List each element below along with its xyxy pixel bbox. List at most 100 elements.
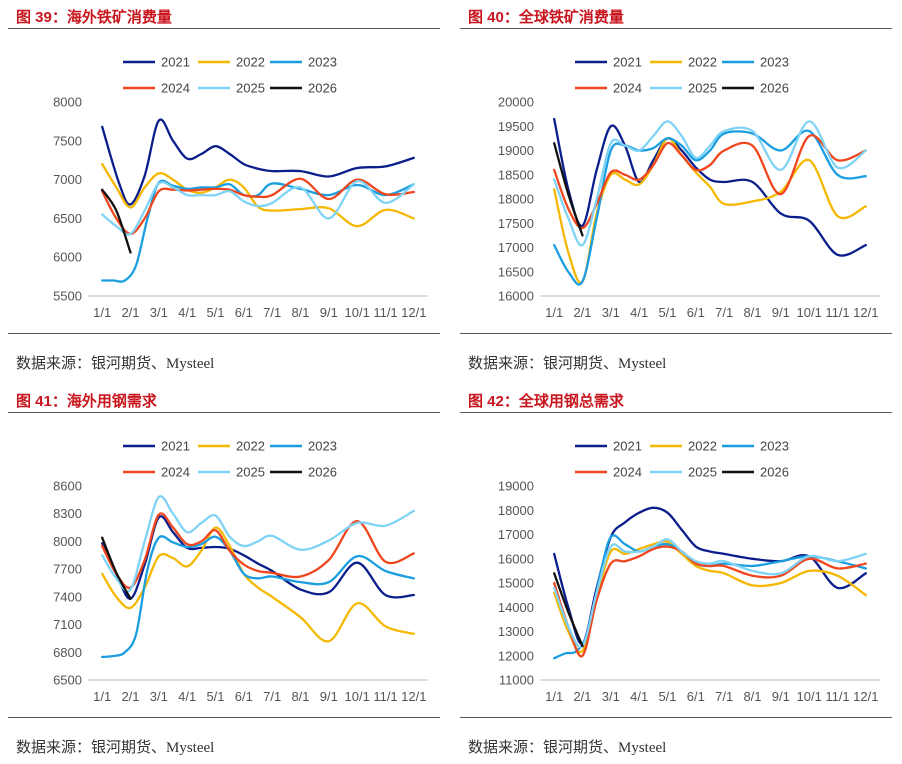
x-tick-label: 2/1 — [573, 689, 591, 704]
chart-svg: 2021 2022 2023 2024 2025 2026 16000 16500 17000 1… — [498, 55, 880, 320]
y-tick-label: 6800 — [53, 645, 82, 660]
legend-item-2023: 2023 — [722, 55, 789, 70]
series-line-2023 — [553, 534, 867, 660]
legend-item-2021: 2021 — [123, 439, 190, 454]
legend-label: 2026 — [760, 81, 789, 96]
legend-item-2022: 2022 — [650, 439, 717, 454]
x-tick-label: 3/1 — [150, 689, 168, 704]
legend-item-2021: 2021 — [123, 55, 190, 70]
legend-item-2024: 2024 — [123, 465, 190, 480]
series-line-2026 — [553, 142, 584, 237]
legend-label: 2022 — [688, 439, 717, 454]
series-line-2025 — [553, 538, 867, 649]
legend-label: 2023 — [760, 439, 789, 454]
chart-title: 图 40：全球铁矿消费量 — [468, 9, 624, 26]
source-note: 数据来源：银河期货、Mysteel — [468, 740, 667, 756]
title-rule — [460, 412, 892, 413]
x-tick-label: 12/1 — [401, 689, 426, 704]
y-tick-label: 6500 — [53, 673, 82, 688]
chart-svg: 2021 2022 2023 2024 2025 2026 6500 6800 7100 7400… — [53, 439, 428, 704]
legend-item-2026: 2026 — [722, 465, 789, 480]
x-tick-label: 12/1 — [401, 305, 426, 320]
x-tick-label: 9/1 — [772, 689, 790, 704]
x-tick-label: 6/1 — [687, 305, 705, 320]
x-tick-label: 2/1 — [121, 305, 139, 320]
x-tick-label: 4/1 — [178, 689, 196, 704]
y-tick-label: 19000 — [498, 143, 534, 158]
x-tick-label: 5/1 — [206, 689, 224, 704]
legend-item-2022: 2022 — [198, 55, 265, 70]
x-tick-label: 10/1 — [797, 689, 822, 704]
legend-item-2024: 2024 — [575, 81, 642, 96]
series-line-2024 — [553, 545, 867, 658]
x-tick-label: 6/1 — [687, 689, 705, 704]
legend-label: 2023 — [760, 55, 789, 70]
y-tick-label: 12000 — [498, 648, 534, 663]
y-tick-label: 7000 — [53, 172, 82, 187]
legend-label: 2026 — [308, 81, 337, 96]
y-tick-label: 18000 — [498, 503, 534, 518]
x-tick-label: 10/1 — [345, 305, 370, 320]
x-tick-label: 8/1 — [291, 689, 309, 704]
x-tick-label: 1/1 — [93, 305, 111, 320]
series-line-2025 — [101, 495, 415, 593]
y-tick-label: 18000 — [498, 192, 534, 207]
chart-title: 图 39：海外铁矿消费量 — [16, 9, 172, 26]
x-tick-label: 1/1 — [93, 689, 111, 704]
y-tick-label: 8300 — [53, 506, 82, 521]
series-line-2021 — [101, 515, 415, 600]
legend-label: 2026 — [308, 465, 337, 480]
series-line-2026 — [101, 536, 132, 600]
y-tick-label: 8000 — [53, 95, 82, 110]
x-tick-label: 11/1 — [825, 305, 849, 320]
legend-label: 2025 — [688, 81, 717, 96]
legend-label: 2025 — [236, 465, 265, 480]
y-tick-label: 5500 — [53, 289, 82, 304]
x-tick-label: 3/1 — [150, 305, 168, 320]
x-tick-label: 5/1 — [206, 305, 224, 320]
chart-svg: 2021 2022 2023 2024 2025 2026 11000 12000 13000 1… — [498, 439, 880, 704]
x-tick-label: 7/1 — [263, 305, 281, 320]
legend-label: 2023 — [308, 55, 337, 70]
x-tick-label: 6/1 — [235, 689, 253, 704]
x-tick-label: 3/1 — [602, 305, 620, 320]
legend-label: 2022 — [236, 55, 265, 70]
legend-label: 2022 — [236, 439, 265, 454]
legend-item-2024: 2024 — [575, 465, 642, 480]
series-line-2025 — [553, 120, 867, 247]
legend-item-2025: 2025 — [198, 465, 265, 480]
y-tick-label: 19000 — [498, 479, 534, 494]
x-tick-label: 4/1 — [630, 689, 648, 704]
legend-label: 2025 — [688, 465, 717, 480]
x-tick-label: 6/1 — [235, 305, 253, 320]
legend-label: 2024 — [161, 81, 190, 96]
x-tick-label: 10/1 — [797, 305, 822, 320]
title-rule — [8, 412, 440, 413]
chart-title: 图 42：全球用钢总需求 — [468, 393, 624, 410]
legend-label: 2022 — [688, 55, 717, 70]
x-tick-label: 8/1 — [291, 305, 309, 320]
series-line-2024 — [101, 512, 415, 590]
x-tick-label: 4/1 — [630, 305, 648, 320]
x-tick-label: 11/1 — [373, 689, 397, 704]
x-tick-label: 11/1 — [373, 305, 397, 320]
y-tick-label: 6500 — [53, 211, 82, 226]
x-tick-label: 9/1 — [772, 305, 790, 320]
series-line-2023 — [101, 179, 415, 283]
legend-item-2022: 2022 — [198, 439, 265, 454]
x-tick-label: 5/1 — [658, 305, 676, 320]
legend-item-2026: 2026 — [722, 81, 789, 96]
x-tick-label: 1/1 — [545, 305, 563, 320]
bottom-rule — [460, 717, 892, 718]
source-note: 数据来源：银河期货、Mysteel — [16, 740, 215, 756]
series-line-2025 — [101, 180, 415, 236]
series-line-2021 — [101, 118, 415, 206]
source-note: 数据来源：银河期货、Mysteel — [468, 356, 667, 372]
series-line-2023 — [553, 129, 867, 286]
series-line-2023 — [101, 535, 415, 659]
legend-item-2026: 2026 — [270, 465, 337, 480]
y-tick-label: 16000 — [498, 551, 534, 566]
legend-label: 2026 — [760, 465, 789, 480]
x-tick-label: 8/1 — [743, 689, 761, 704]
series-line-2022 — [101, 162, 415, 228]
